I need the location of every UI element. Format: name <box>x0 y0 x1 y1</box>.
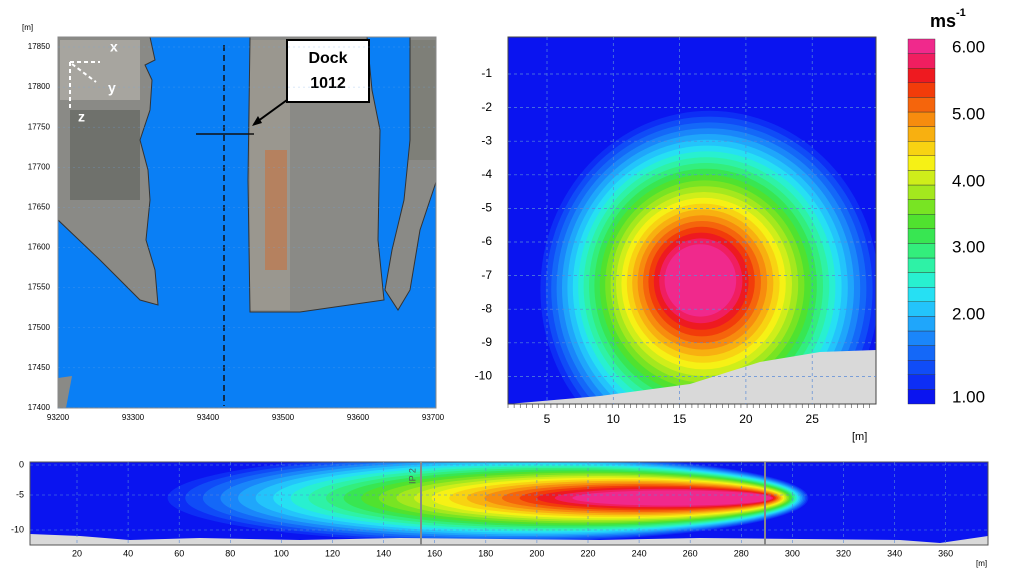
x-tick-label: 240 <box>632 548 647 558</box>
colorbar-exponent: -1 <box>956 7 966 19</box>
colorbar-band <box>908 302 935 317</box>
x-tick-label: 93700 <box>422 413 445 422</box>
x-tick-label: 100 <box>274 548 289 558</box>
x-tick-label: 220 <box>580 548 595 558</box>
colorbar-band <box>908 389 935 404</box>
y-tick-label: -3 <box>481 133 492 147</box>
colorbar-band <box>908 331 935 346</box>
x-tick-label: 300 <box>785 548 800 558</box>
figure: Dock 1012 x y z [m] ms -1 IP 2 17850 1780… <box>0 0 1026 569</box>
x-tick-label: 200 <box>529 548 544 558</box>
y-tick-label: 17450 <box>28 363 51 372</box>
x-tick-label: 20 <box>72 548 82 558</box>
x-tick-label: 260 <box>683 548 698 558</box>
colorbar-band <box>908 360 935 375</box>
colorbar-band <box>908 243 935 258</box>
x-tick-label: 120 <box>325 548 340 558</box>
colorbar-band <box>908 214 935 229</box>
colorbar-band <box>908 39 935 54</box>
y-tick-label: 17600 <box>28 243 51 252</box>
colorbar-band <box>908 200 935 215</box>
x-tick-label: 80 <box>225 548 235 558</box>
x-tick-label: 360 <box>938 548 953 558</box>
y-tick-label: 17550 <box>28 283 51 292</box>
colorbar-label: 1.00 <box>952 387 985 406</box>
y-tick-label: -1 <box>481 66 492 80</box>
colorbar-label: 4.00 <box>952 171 985 190</box>
contour-band <box>665 244 737 316</box>
colorbar-band <box>908 83 935 98</box>
y-tick-label: 0 <box>19 459 24 469</box>
x-tick-label: 280 <box>734 548 749 558</box>
colorbar-label: 2.00 <box>952 304 985 323</box>
y-tick-label: -10 <box>11 524 24 534</box>
colorbar-band <box>908 229 935 244</box>
colorbar-band <box>908 127 935 142</box>
y-tick-label: -9 <box>481 335 492 349</box>
colorbar-band <box>908 68 935 83</box>
x-tick-label: 20 <box>739 412 753 426</box>
unit-label: [m] <box>22 23 33 32</box>
colorbar-band <box>908 141 935 156</box>
axis-letter: x <box>110 39 118 55</box>
colorbar <box>908 39 935 404</box>
colorbar-band <box>908 112 935 127</box>
colorbar-label: 6.00 <box>952 37 985 56</box>
x-tick-label: 140 <box>376 548 391 558</box>
unit-label: [m] <box>852 431 867 443</box>
colorbar-band <box>908 346 935 361</box>
y-tick-label: -4 <box>481 167 492 181</box>
ip-label: IP 2 <box>407 468 417 484</box>
colorbar-band <box>908 287 935 302</box>
unit-label: [m] <box>976 559 987 568</box>
axis-letter: z <box>78 109 85 125</box>
callout-text: 1012 <box>310 75 346 92</box>
y-tick-label: 17500 <box>28 323 51 332</box>
x-tick-label: 25 <box>806 412 820 426</box>
y-tick-label: 17850 <box>28 42 51 51</box>
x-tick-label: 93400 <box>197 413 220 422</box>
x-tick-label: 93300 <box>122 413 145 422</box>
x-tick-label: 160 <box>427 548 442 558</box>
x-tick-label: 60 <box>174 548 184 558</box>
x-tick-label: 5 <box>544 412 551 426</box>
y-tick-label: -5 <box>481 201 492 215</box>
colorbar-band <box>908 375 935 390</box>
colorbar-band <box>908 185 935 200</box>
y-tick-label: -5 <box>16 489 24 499</box>
y-tick-label: -10 <box>475 369 493 383</box>
y-tick-label: -8 <box>481 301 492 315</box>
colorbar-unit: ms <box>930 11 956 31</box>
x-tick-label: 320 <box>836 548 851 558</box>
y-tick-label: -7 <box>481 268 492 282</box>
x-tick-label: 40 <box>123 548 133 558</box>
y-tick-label: 17400 <box>28 403 51 412</box>
y-tick-label: 17750 <box>28 122 51 131</box>
colorbar-band <box>908 156 935 171</box>
x-tick-label: 93500 <box>272 413 295 422</box>
x-tick-label: 180 <box>478 548 493 558</box>
x-tick-label: 340 <box>887 548 902 558</box>
axis-letter: y <box>108 80 116 96</box>
y-tick-label: 17650 <box>28 203 51 212</box>
colorbar-label: 5.00 <box>952 104 985 123</box>
colorbar-band <box>908 170 935 185</box>
colorbar-band <box>908 258 935 273</box>
colorbar-band <box>908 54 935 69</box>
x-tick-label: 93200 <box>47 413 70 422</box>
x-tick-label: 10 <box>607 412 621 426</box>
x-tick-label: 15 <box>673 412 687 426</box>
profile-contour <box>30 454 988 545</box>
colorbar-band <box>908 316 935 331</box>
y-tick-label: -2 <box>481 100 492 114</box>
colorbar-band <box>908 273 935 288</box>
y-tick-label: -6 <box>481 234 492 248</box>
contour-band <box>572 490 771 505</box>
colorbar-label: 3.00 <box>952 237 985 256</box>
y-tick-label: 17800 <box>28 82 51 91</box>
colorbar-band <box>908 97 935 112</box>
callout-text: Dock <box>308 50 347 67</box>
x-tick-label: 93600 <box>347 413 370 422</box>
y-tick-label: 17700 <box>28 162 51 171</box>
